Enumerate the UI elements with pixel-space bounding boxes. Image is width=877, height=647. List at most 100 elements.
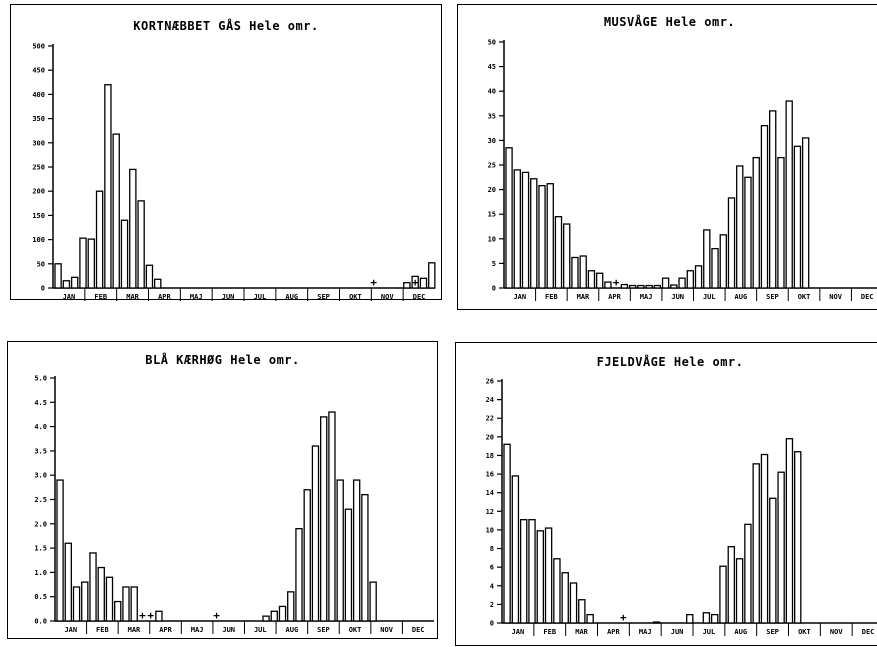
bar	[153, 278, 162, 289]
bar	[120, 219, 129, 289]
month-label: AUG	[286, 626, 299, 634]
y-tick-label: 40	[488, 88, 496, 96]
month-label: NOV	[381, 293, 394, 301]
bar	[419, 277, 428, 289]
month-label: JUN	[222, 293, 235, 301]
trace-marker: +	[613, 276, 620, 289]
y-tick-label: 0	[492, 285, 496, 293]
y-tick-label: 20	[486, 433, 494, 441]
month-label: DEC	[862, 628, 875, 636]
month-label: AUG	[285, 293, 298, 301]
bar	[769, 497, 777, 624]
bar	[587, 270, 596, 289]
month-label: OKT	[349, 293, 362, 301]
bar	[670, 284, 678, 289]
bar	[303, 489, 311, 622]
bar	[586, 613, 594, 624]
month-label: JAN	[513, 293, 526, 301]
chart-panel-musvaage: MUSVÅGE Hele omr. 0 5 10 15 20 25 30 35 40 45 50 + J…	[457, 4, 877, 310]
chart-title: FJELDVÅGE Hele omr.	[596, 355, 744, 369]
bar	[546, 183, 554, 289]
y-tick-label: 6	[490, 564, 494, 572]
y-tick-label: 0	[490, 620, 494, 628]
bar	[710, 613, 719, 624]
bar	[727, 546, 736, 624]
y-tick-label: 12	[486, 508, 494, 516]
bar	[155, 610, 163, 622]
bar	[793, 145, 802, 289]
month-label: AUG	[734, 628, 747, 636]
month-label: NOV	[830, 628, 843, 636]
trace-marker: +	[370, 276, 377, 289]
bar	[652, 621, 661, 624]
month-label: JUL	[254, 293, 267, 301]
month-label: JUL	[703, 293, 716, 301]
bar	[344, 508, 353, 622]
bar	[87, 238, 96, 289]
bar	[653, 284, 662, 289]
bar	[703, 229, 711, 289]
y-tick-label: 2.0	[34, 520, 47, 528]
bar	[112, 133, 120, 289]
month-label: SEP	[317, 293, 330, 301]
bar	[785, 438, 794, 624]
month-label: AUG	[735, 293, 748, 301]
bar	[744, 523, 752, 624]
y-tick-label: 250	[32, 164, 45, 172]
bar	[62, 280, 71, 289]
chart-title: BLÅ KÆRHØG Hele omr.	[145, 353, 300, 367]
bar	[777, 156, 785, 289]
bar	[328, 411, 336, 622]
month-label: JUL	[703, 628, 716, 636]
y-tick-label: 8	[490, 545, 494, 553]
bar	[744, 176, 752, 289]
y-tick-label: 16	[486, 471, 494, 479]
y-tick-label: 450	[32, 67, 45, 75]
bar	[569, 582, 578, 624]
y-tick-label: 5.0	[34, 375, 47, 383]
bar	[521, 171, 530, 289]
bar	[528, 519, 536, 624]
bar	[595, 272, 604, 289]
month-label: OKT	[798, 293, 811, 301]
bar	[122, 586, 130, 622]
y-tick-label: 4	[490, 582, 494, 590]
bar	[319, 416, 328, 622]
y-tick-label: 2	[490, 601, 494, 609]
bar	[114, 600, 122, 622]
bar	[686, 613, 694, 624]
month-label: FEB	[96, 626, 109, 634]
bar	[536, 530, 545, 624]
bar	[311, 445, 320, 622]
y-tick-label: 2.5	[34, 496, 47, 504]
bar	[637, 284, 645, 289]
bar	[727, 197, 736, 289]
bar	[702, 612, 711, 624]
month-label: JUN	[671, 293, 684, 301]
y-tick-label: 10	[486, 526, 494, 534]
y-tick-label: 50	[37, 260, 45, 268]
month-label: MAR	[128, 626, 141, 634]
y-tick-label: 35	[488, 112, 496, 120]
y-tick-label: 15	[488, 211, 496, 219]
bar	[81, 581, 89, 622]
bar	[620, 283, 629, 289]
y-tick-label: 50	[488, 39, 496, 47]
bar	[519, 519, 528, 624]
bar	[554, 216, 563, 289]
month-label: FEB	[545, 293, 558, 301]
bar	[95, 190, 104, 289]
month-label: NOV	[380, 626, 393, 634]
month-label: NOV	[829, 293, 842, 301]
y-tick-label: 4.5	[34, 399, 47, 407]
bar	[137, 200, 145, 289]
bar	[793, 451, 802, 624]
y-tick-label: 45	[488, 63, 496, 71]
bar	[511, 475, 520, 624]
y-tick-label: 1.5	[34, 545, 47, 553]
bar	[105, 576, 114, 622]
bar	[262, 615, 270, 622]
bar	[270, 610, 278, 622]
month-label: MAR	[577, 293, 590, 301]
